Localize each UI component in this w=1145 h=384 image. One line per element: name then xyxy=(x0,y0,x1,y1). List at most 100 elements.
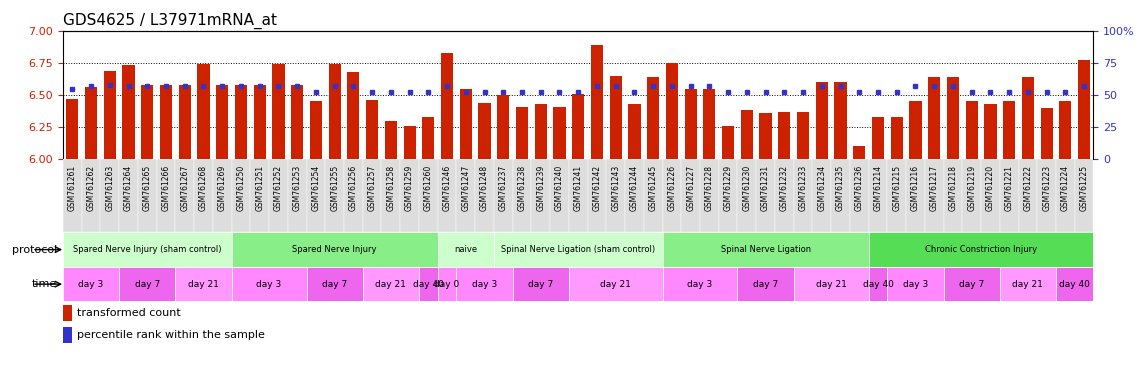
Bar xyxy=(63,159,81,232)
Bar xyxy=(457,267,513,301)
Text: GSM761236: GSM761236 xyxy=(855,165,863,212)
Text: GSM761262: GSM761262 xyxy=(87,165,95,211)
Text: GSM761221: GSM761221 xyxy=(1004,165,1013,211)
Bar xyxy=(793,267,869,301)
Bar xyxy=(216,85,228,159)
Bar xyxy=(929,77,940,159)
Bar xyxy=(681,159,700,232)
Bar xyxy=(569,159,587,232)
Bar xyxy=(737,159,756,232)
Bar xyxy=(609,76,622,159)
Text: GSM761268: GSM761268 xyxy=(199,165,208,211)
Text: day 7: day 7 xyxy=(528,280,553,289)
Bar xyxy=(607,159,625,232)
Text: GSM761217: GSM761217 xyxy=(930,165,939,211)
Bar xyxy=(663,232,869,267)
Bar xyxy=(1056,159,1075,232)
Text: GSM761231: GSM761231 xyxy=(761,165,771,211)
Bar xyxy=(231,159,251,232)
Bar xyxy=(553,107,566,159)
Bar xyxy=(329,64,341,159)
Text: Chronic Constriction Injury: Chronic Constriction Injury xyxy=(925,245,1037,254)
Bar xyxy=(497,95,510,159)
Text: GSM761237: GSM761237 xyxy=(499,165,507,212)
Bar xyxy=(516,107,528,159)
Bar xyxy=(179,85,191,159)
Bar xyxy=(722,126,734,159)
Bar xyxy=(1000,159,1019,232)
Bar xyxy=(157,159,175,232)
Text: GSM761227: GSM761227 xyxy=(686,165,695,211)
Bar xyxy=(63,305,72,321)
Text: naive: naive xyxy=(455,245,477,254)
Text: day 3: day 3 xyxy=(903,280,929,289)
Bar xyxy=(737,267,793,301)
Bar xyxy=(437,159,457,232)
Text: GSM761263: GSM761263 xyxy=(105,165,115,212)
Text: GSM761232: GSM761232 xyxy=(780,165,789,211)
Bar xyxy=(700,159,719,232)
Bar xyxy=(419,159,437,232)
Bar xyxy=(175,267,231,301)
Text: GSM761244: GSM761244 xyxy=(630,165,639,212)
Bar xyxy=(906,159,925,232)
Text: GSM761218: GSM761218 xyxy=(948,165,957,211)
Bar xyxy=(81,159,101,232)
Bar xyxy=(741,111,753,159)
Text: GSM761265: GSM761265 xyxy=(143,165,152,212)
Text: GSM761222: GSM761222 xyxy=(1024,165,1033,211)
Bar xyxy=(625,159,643,232)
Bar xyxy=(63,327,72,343)
Bar xyxy=(344,159,363,232)
Bar xyxy=(1059,101,1072,159)
Bar xyxy=(943,267,1000,301)
Bar xyxy=(663,267,737,301)
Text: GSM761257: GSM761257 xyxy=(368,165,377,212)
Bar xyxy=(850,159,869,232)
Bar xyxy=(195,159,213,232)
Text: GSM761238: GSM761238 xyxy=(518,165,527,211)
Text: GSM761225: GSM761225 xyxy=(1080,165,1089,211)
Bar xyxy=(831,159,850,232)
Text: GSM761214: GSM761214 xyxy=(874,165,883,211)
Bar xyxy=(587,159,607,232)
Bar xyxy=(403,126,416,159)
Bar xyxy=(962,159,981,232)
Bar xyxy=(909,101,922,159)
Text: GSM761252: GSM761252 xyxy=(274,165,283,211)
Text: time: time xyxy=(32,279,57,289)
Text: GSM761220: GSM761220 xyxy=(986,165,995,211)
Text: GDS4625 / L37971mRNA_at: GDS4625 / L37971mRNA_at xyxy=(63,13,277,29)
Text: GSM761255: GSM761255 xyxy=(330,165,339,212)
Bar xyxy=(663,159,681,232)
Bar xyxy=(231,267,307,301)
Text: GSM761258: GSM761258 xyxy=(386,165,395,211)
Bar xyxy=(63,232,231,267)
Bar xyxy=(643,159,663,232)
Bar xyxy=(419,267,437,301)
Bar xyxy=(869,159,887,232)
Bar xyxy=(291,85,303,159)
Text: GSM761260: GSM761260 xyxy=(424,165,433,212)
Text: GSM761215: GSM761215 xyxy=(892,165,901,211)
Bar xyxy=(363,267,419,301)
Text: day 21: day 21 xyxy=(376,280,406,289)
Bar xyxy=(363,159,381,232)
Bar xyxy=(869,267,887,301)
Text: GSM761226: GSM761226 xyxy=(668,165,677,211)
Text: Spared Nerve Injury: Spared Nerve Injury xyxy=(292,245,377,254)
Bar xyxy=(437,267,457,301)
Bar xyxy=(1079,60,1090,159)
Bar xyxy=(141,85,153,159)
Text: GSM761243: GSM761243 xyxy=(611,165,621,212)
Bar xyxy=(965,101,978,159)
Bar xyxy=(197,64,210,159)
Text: GSM761261: GSM761261 xyxy=(68,165,77,211)
Bar xyxy=(493,159,513,232)
Bar xyxy=(535,104,547,159)
Bar xyxy=(719,159,737,232)
Bar xyxy=(759,113,772,159)
Bar xyxy=(254,85,266,159)
Bar xyxy=(531,159,550,232)
Text: day 7: day 7 xyxy=(960,280,985,289)
